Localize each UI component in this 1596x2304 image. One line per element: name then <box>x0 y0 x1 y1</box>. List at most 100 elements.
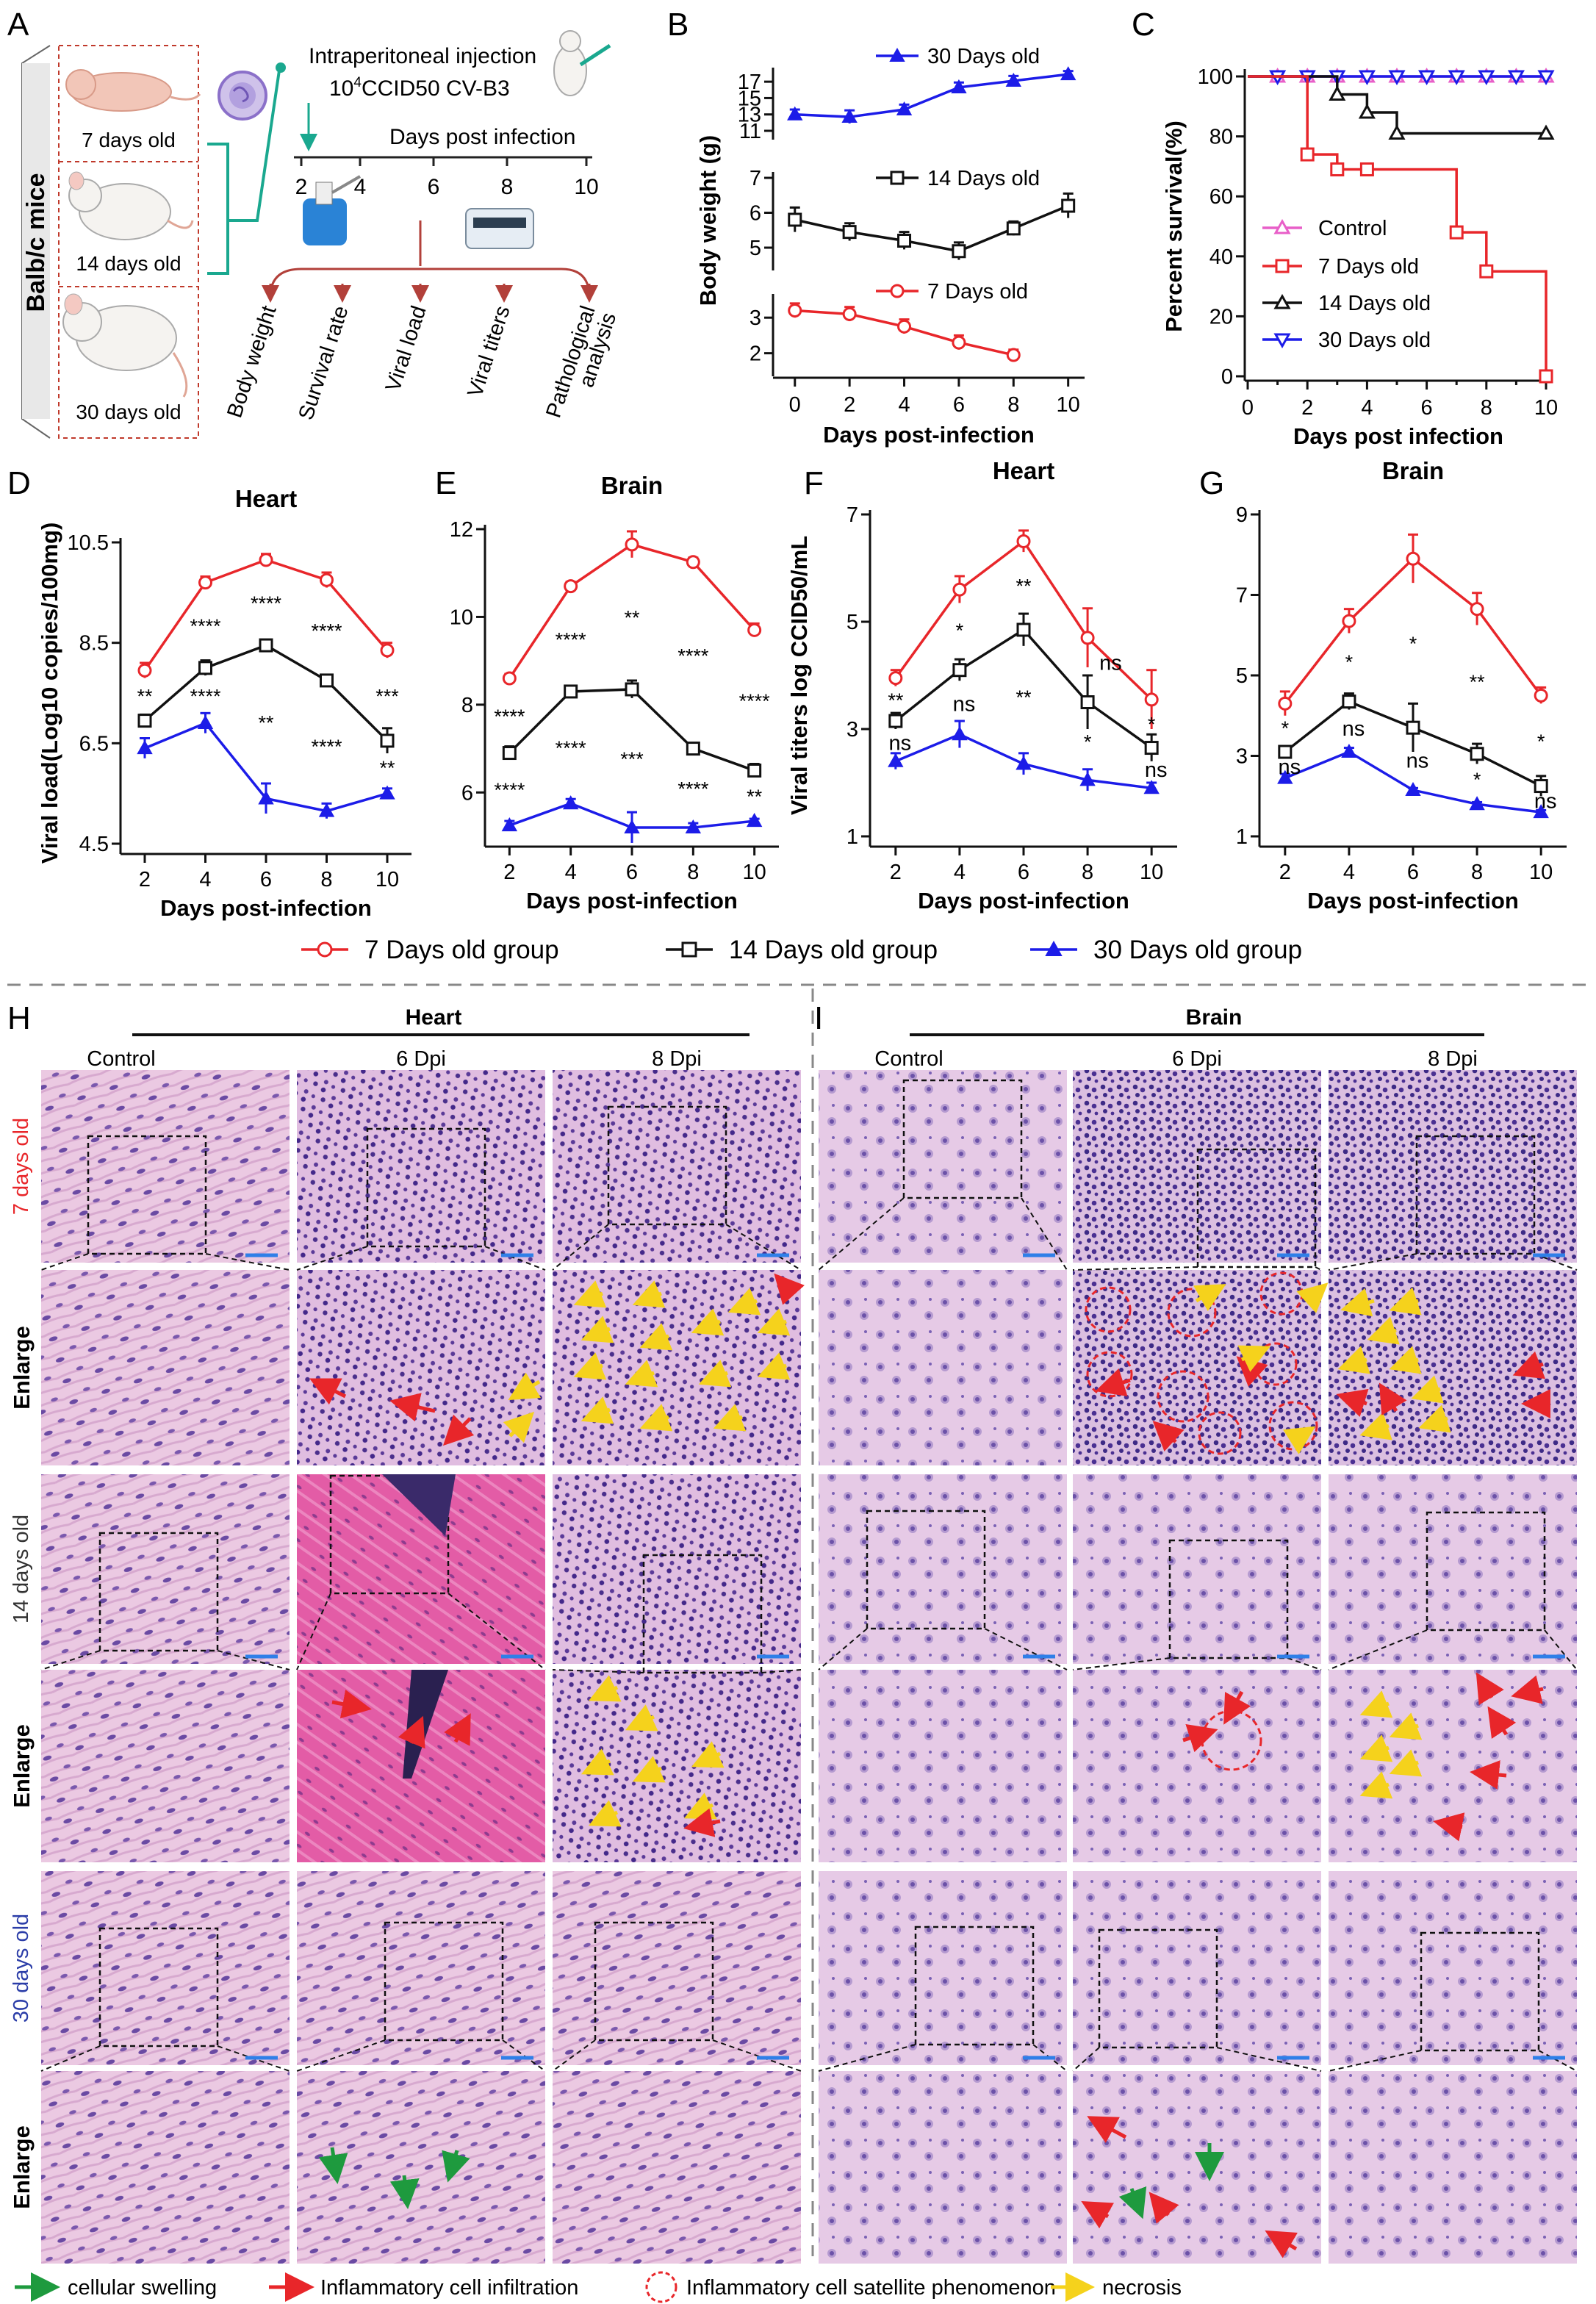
zoom-line <box>1328 1629 1428 1670</box>
significance-mark: **** <box>494 779 525 801</box>
data-point <box>1358 70 1376 86</box>
zoom-line <box>761 1669 802 1673</box>
data-point <box>890 171 905 185</box>
data-point <box>1537 70 1555 86</box>
column-header: Control <box>874 1047 943 1071</box>
timeline-tick-label: 10 <box>574 175 598 199</box>
x-tick-label: 0 <box>1242 396 1254 420</box>
annotation-arrow <box>1118 2186 1147 2219</box>
data-point <box>1478 70 1495 86</box>
y-axis-title: Viral load(Log10 copies/100mg) <box>37 523 62 864</box>
data-point <box>1358 103 1376 119</box>
enlarge-label: Enlarge <box>9 2125 35 2209</box>
zoom-region-box <box>1415 1135 1536 1255</box>
annotation-arrow <box>573 1280 607 1308</box>
annotation-arrow <box>1389 1712 1423 1740</box>
data-point <box>842 306 857 321</box>
tissue-streak <box>403 1670 448 1779</box>
histology-grid: Control 6 Dpi 8 Dpi Control 6 Dpi 8 Dpi 7 days… <box>9 1047 1578 2264</box>
annotation-arrow <box>1087 2116 1127 2143</box>
data-point <box>624 819 640 834</box>
chart-title: Brain <box>1382 457 1444 484</box>
annotation-arrow <box>713 1404 747 1432</box>
histology-image <box>819 2071 1067 2264</box>
data-point <box>197 714 214 729</box>
zoom-region-box <box>914 1926 1035 2046</box>
x-axis-title: Days post-infection <box>1307 888 1519 914</box>
zoom-region-box <box>642 1554 763 1674</box>
annotation-arrow <box>442 1414 475 1446</box>
row-label: 30 days old <box>10 1914 33 2023</box>
data-point <box>1534 688 1548 703</box>
x-tick-label: 8 <box>1082 861 1093 884</box>
y-tick-label: 2 <box>750 342 761 366</box>
y-axis-title: Viral titers log CCID50/mL <box>786 536 812 815</box>
annotation-arrow <box>1418 1404 1451 1433</box>
significance-mark: ** <box>137 685 153 707</box>
annotation-arrow <box>632 1756 666 1783</box>
column-header: Control <box>87 1047 156 1071</box>
x-tick-label: 6 <box>626 861 638 884</box>
significance-mark: ** <box>379 757 395 779</box>
data-point <box>1278 744 1293 759</box>
zoom-line <box>552 1224 609 1271</box>
histology-image <box>553 1474 801 1664</box>
data-point <box>1275 259 1290 273</box>
annotation-arrow <box>1296 1282 1329 1313</box>
enlarge-label: Enlarge <box>9 1724 35 1808</box>
data-point <box>1005 72 1022 87</box>
annotation-arrow <box>698 1360 732 1388</box>
annotation-arrow <box>727 1288 761 1316</box>
data-point <box>1470 602 1484 617</box>
outcome-label: Survival rate <box>294 303 353 423</box>
group-legend: 7 Days old group 14 Days old group 30 Days… <box>301 936 1302 964</box>
data-point <box>1273 218 1291 234</box>
data-point <box>888 753 904 767</box>
data-point <box>842 225 857 240</box>
data-point <box>1469 796 1485 811</box>
histology-image <box>1329 1871 1577 2065</box>
dose-label: 104CCID50 CV-B3 <box>329 75 510 101</box>
annotation-arrow <box>580 1316 614 1343</box>
significance-mark: ns <box>1534 789 1557 813</box>
y-tick-label: 7 <box>750 167 761 190</box>
data-point <box>889 47 905 62</box>
y-tick-label: 1 <box>1236 825 1248 849</box>
zoom-line <box>1072 1657 1171 1670</box>
annotation-arrow <box>1378 1382 1407 1416</box>
histology-image <box>819 1474 1067 1664</box>
column-header: 6 Dpi <box>396 1047 446 1071</box>
annotation-arrow <box>588 1675 622 1702</box>
histology-image <box>1329 1270 1577 1465</box>
annotation-arrow <box>625 1704 658 1731</box>
zoom-region-box <box>1168 1539 1289 1659</box>
virus-icon <box>218 71 267 121</box>
y-tick-label: 13 <box>738 104 761 127</box>
zoom-line <box>1072 2047 1100 2072</box>
legend-label: 7 Days old <box>1318 255 1419 279</box>
annotation-arrow <box>1359 1771 1393 1799</box>
x-tick-label: 6 <box>1407 861 1419 884</box>
significance-mark: ns <box>953 693 976 717</box>
annotation-arrow <box>1389 1749 1423 1777</box>
histology-image <box>1073 1670 1321 1862</box>
annotation-arrow <box>1081 2201 1114 2229</box>
data-point <box>888 714 903 728</box>
histology-image <box>41 1070 290 1263</box>
tissue-streak <box>382 1474 456 1536</box>
annotation-arrow <box>1475 1672 1504 1706</box>
data-point <box>1329 85 1346 101</box>
panel-letter-f: F <box>804 465 824 501</box>
data-point <box>1273 293 1291 309</box>
x-tick-label: 10 <box>375 868 399 891</box>
data-point <box>896 101 913 116</box>
x-tick-label: 8 <box>320 868 332 891</box>
x-tick-label: 4 <box>199 868 211 891</box>
data-point <box>1006 348 1021 362</box>
significance-mark: * <box>1282 717 1290 739</box>
data-point <box>320 673 334 688</box>
annotation-arrow <box>1411 1375 1444 1404</box>
mouse-label-30: 30 days old <box>76 401 181 423</box>
data-point <box>259 638 273 653</box>
annotation-arrow <box>1487 1706 1517 1740</box>
